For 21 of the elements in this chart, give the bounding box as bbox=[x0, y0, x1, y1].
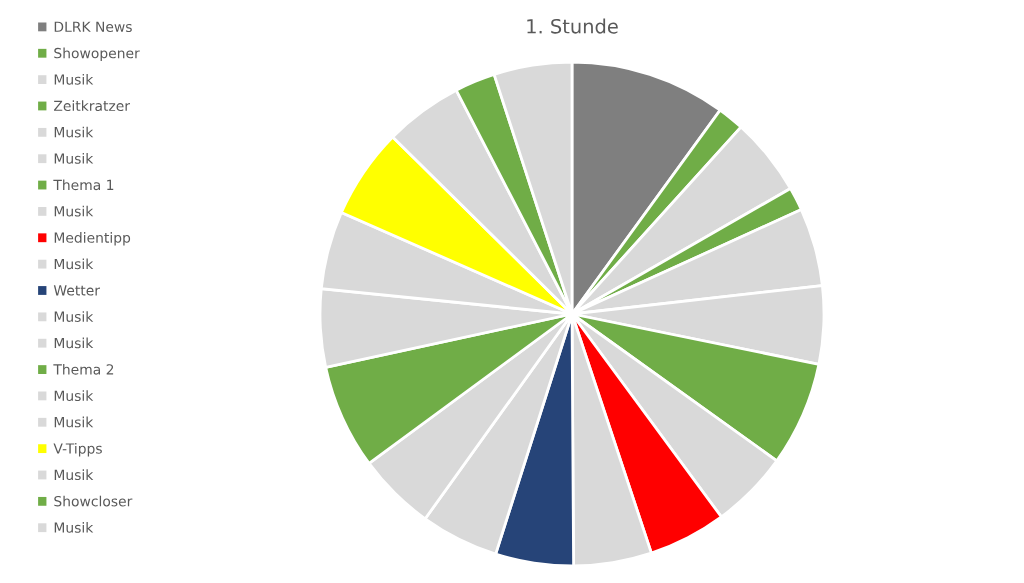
legend-label: Medientipp bbox=[54, 232, 131, 246]
legend-label: Showopener bbox=[54, 47, 140, 62]
legend-label: Thema 1 bbox=[53, 179, 114, 191]
legend-label: V-Tipps bbox=[53, 442, 102, 457]
legend-label: Musik bbox=[54, 522, 94, 533]
legend-label: Musik bbox=[54, 390, 94, 402]
legend-label: Thema 2 bbox=[53, 363, 114, 375]
legend-label: Musik bbox=[54, 205, 94, 217]
legend-label: Musik bbox=[54, 337, 94, 349]
legend-label: Musik bbox=[54, 469, 94, 481]
legend-label: Musik bbox=[54, 153, 94, 164]
legend-label: Musik bbox=[54, 73, 94, 85]
legend-label: Musik bbox=[54, 258, 94, 270]
legend-label: Musik bbox=[54, 311, 94, 322]
legend-label: Musik bbox=[54, 126, 94, 138]
legend-label: Zeitkratzer bbox=[54, 100, 130, 112]
chart-title: 1. Stunde bbox=[527, 18, 618, 34]
legend-label: Musik bbox=[54, 416, 94, 428]
legend-label: DLRK News bbox=[54, 21, 132, 32]
legend-label: Showcloser bbox=[54, 495, 133, 507]
legend-label: Wetter bbox=[53, 285, 100, 296]
